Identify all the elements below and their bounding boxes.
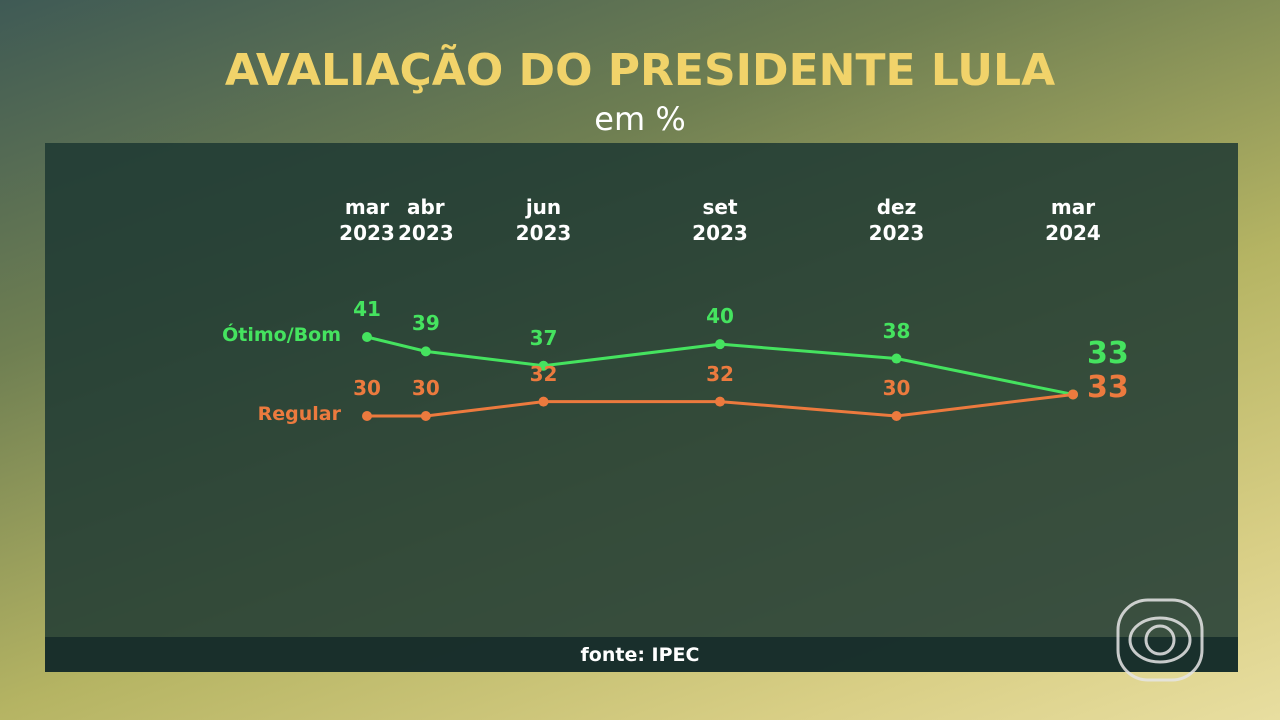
data-label: 30 xyxy=(411,376,440,400)
x-tick-label: abr 2023 xyxy=(397,195,454,245)
point xyxy=(538,396,549,407)
chart-title: AVALIAÇÃO DO PRESIDENTE LULA xyxy=(224,45,1056,96)
data-label: 33 xyxy=(1087,336,1129,372)
data-label: 41 xyxy=(353,297,381,321)
footer-band xyxy=(45,637,1238,672)
point xyxy=(362,332,372,342)
data-label: 32 xyxy=(706,361,734,386)
point xyxy=(715,339,725,350)
line xyxy=(367,392,1074,418)
series-label: Ótimo/Bom xyxy=(222,324,341,346)
chart-subtitle: em % xyxy=(594,100,686,138)
data-label: 38 xyxy=(882,318,911,343)
data-label: 39 xyxy=(411,311,440,336)
x-tick-label: set 2023 xyxy=(692,195,748,245)
data-label: 37 xyxy=(529,325,558,350)
data-label: 30 xyxy=(882,376,911,400)
point xyxy=(538,360,549,371)
panel xyxy=(45,143,1238,672)
x-tick-label: dez 2023 xyxy=(868,195,925,245)
point xyxy=(1068,389,1078,400)
point xyxy=(420,411,431,421)
data-label: 30 xyxy=(353,376,381,400)
point xyxy=(362,411,372,421)
data-label: 33 xyxy=(1087,370,1129,406)
point xyxy=(891,353,902,364)
x-tick-label: mar 2024 xyxy=(1045,195,1101,245)
data-label: 40 xyxy=(706,304,734,329)
logo xyxy=(1116,598,1204,682)
line xyxy=(366,335,1074,396)
point xyxy=(891,411,902,421)
point xyxy=(420,346,431,357)
source: fonte: IPEC xyxy=(580,644,700,666)
point xyxy=(715,396,725,407)
series-label: Regular xyxy=(257,403,341,425)
x-tick-label: mar 2023 xyxy=(339,195,395,245)
data-label: 32 xyxy=(529,361,558,386)
x-tick-label: jun 2023 xyxy=(515,195,572,245)
